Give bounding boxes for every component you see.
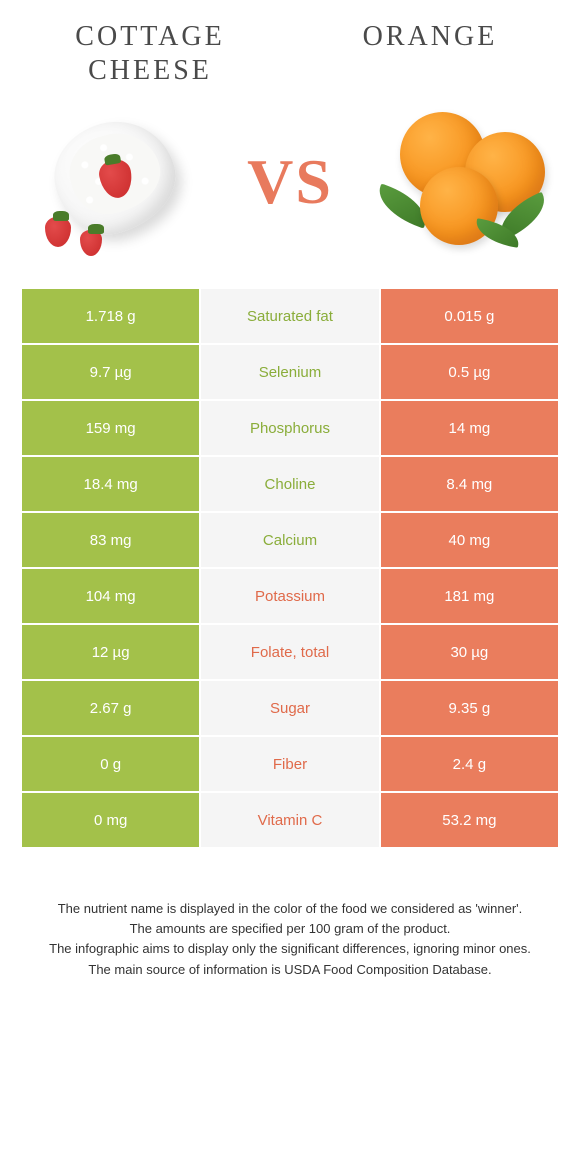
value-left: 2.67 g bbox=[21, 680, 200, 736]
value-right: 2.4 g bbox=[380, 736, 559, 792]
nutrient-label: Choline bbox=[200, 456, 379, 512]
value-left: 0 g bbox=[21, 736, 200, 792]
value-left: 12 µg bbox=[21, 624, 200, 680]
table-row: 104 mgPotassium181 mg bbox=[21, 568, 559, 624]
table-row: 83 mgCalcium40 mg bbox=[21, 512, 559, 568]
nutrient-label: Saturated fat bbox=[200, 288, 379, 344]
table-row: 0 mgVitamin C53.2 mg bbox=[21, 792, 559, 848]
nutrient-label: Folate, total bbox=[200, 624, 379, 680]
food-title-right: ORANGE bbox=[304, 20, 556, 87]
value-left: 0 mg bbox=[21, 792, 200, 848]
header: COTTAGE CHEESE ORANGE bbox=[0, 0, 580, 97]
footer-line: The main source of information is USDA F… bbox=[30, 960, 550, 980]
footer-notes: The nutrient name is displayed in the co… bbox=[30, 899, 550, 980]
nutrient-label: Vitamin C bbox=[200, 792, 379, 848]
footer-line: The infographic aims to display only the… bbox=[30, 939, 550, 959]
table-row: 12 µgFolate, total30 µg bbox=[21, 624, 559, 680]
value-left: 18.4 mg bbox=[21, 456, 200, 512]
orange-image bbox=[380, 107, 550, 257]
comparison-table: 1.718 gSaturated fat0.015 g9.7 µgSeleniu… bbox=[20, 287, 560, 849]
nutrient-label: Calcium bbox=[200, 512, 379, 568]
food-title-left: COTTAGE CHEESE bbox=[24, 20, 276, 87]
value-right: 9.35 g bbox=[380, 680, 559, 736]
nutrient-label: Selenium bbox=[200, 344, 379, 400]
table-row: 1.718 gSaturated fat0.015 g bbox=[21, 288, 559, 344]
nutrient-label: Sugar bbox=[200, 680, 379, 736]
table-row: 2.67 gSugar9.35 g bbox=[21, 680, 559, 736]
value-right: 14 mg bbox=[380, 400, 559, 456]
value-left: 104 mg bbox=[21, 568, 200, 624]
table-row: 159 mgPhosphorus14 mg bbox=[21, 400, 559, 456]
value-right: 40 mg bbox=[380, 512, 559, 568]
value-right: 181 mg bbox=[380, 568, 559, 624]
value-left: 9.7 µg bbox=[21, 344, 200, 400]
vs-label: VS bbox=[247, 145, 333, 219]
nutrient-label: Fiber bbox=[200, 736, 379, 792]
table-row: 9.7 µgSelenium0.5 µg bbox=[21, 344, 559, 400]
value-right: 30 µg bbox=[380, 624, 559, 680]
table-row: 0 gFiber2.4 g bbox=[21, 736, 559, 792]
nutrient-label: Potassium bbox=[200, 568, 379, 624]
value-left: 159 mg bbox=[21, 400, 200, 456]
table-row: 18.4 mgCholine8.4 mg bbox=[21, 456, 559, 512]
value-right: 0.015 g bbox=[380, 288, 559, 344]
footer-line: The nutrient name is displayed in the co… bbox=[30, 899, 550, 919]
value-right: 0.5 µg bbox=[380, 344, 559, 400]
cottage-cheese-image bbox=[30, 107, 200, 257]
value-right: 8.4 mg bbox=[380, 456, 559, 512]
value-right: 53.2 mg bbox=[380, 792, 559, 848]
hero-row: VS bbox=[0, 97, 580, 287]
value-left: 83 mg bbox=[21, 512, 200, 568]
footer-line: The amounts are specified per 100 gram o… bbox=[30, 919, 550, 939]
value-left: 1.718 g bbox=[21, 288, 200, 344]
nutrient-label: Phosphorus bbox=[200, 400, 379, 456]
